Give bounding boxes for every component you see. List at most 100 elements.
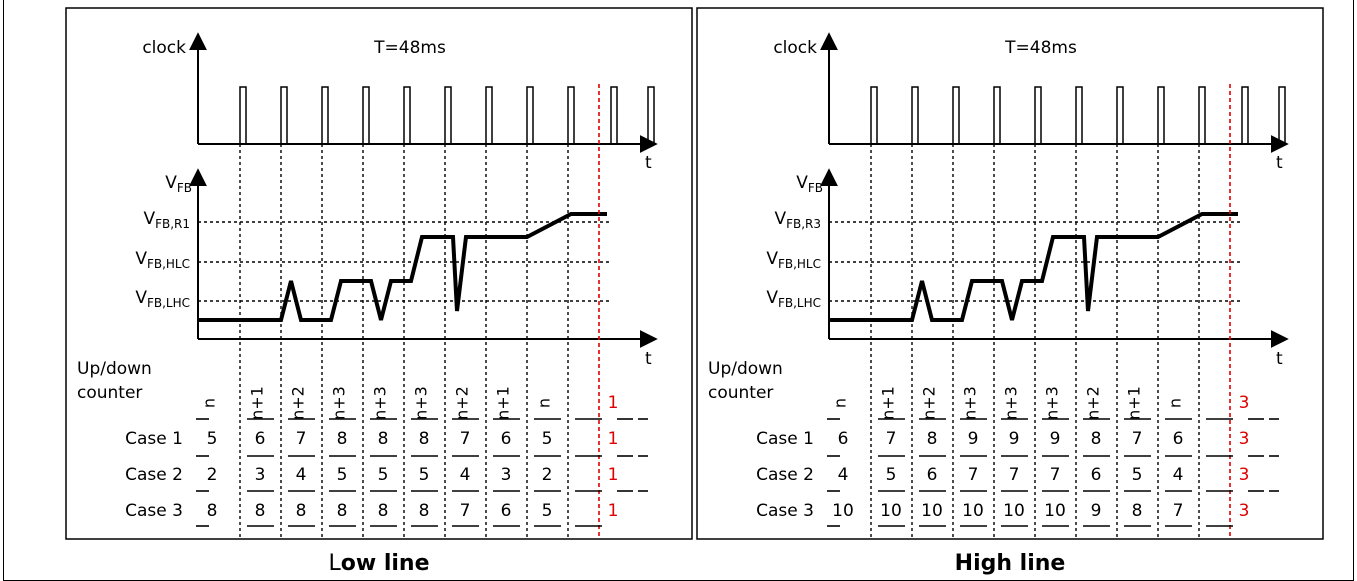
clock-pulse [280,86,288,144]
case-label: Case 3 [125,501,183,521]
t-label-vfb: t [645,349,652,369]
panel-caption: Low line [328,551,429,576]
case-final: 1 [608,465,619,485]
case-value: 8 [419,429,430,449]
clock-label: clock [773,38,817,58]
case-value: 3 [501,465,512,485]
case-value: 10 [921,501,943,521]
counter-final: 3 [1239,393,1250,413]
clock-pulse [1157,86,1165,144]
case-value: 4 [1173,465,1184,485]
counter-value: n+2 [453,386,472,420]
case-value: 8 [296,501,307,521]
case-final: 1 [608,429,619,449]
case-value: 5 [207,429,218,449]
clock-pulse [239,86,247,144]
case-value: 5 [378,465,389,485]
case-value: 4 [838,465,849,485]
case-value: 7 [1050,465,1061,485]
case-value: 10 [1003,501,1025,521]
case-label: Case 1 [756,429,814,449]
case-value: 10 [880,501,902,521]
case-value: 6 [838,429,849,449]
case-value: 7 [460,429,471,449]
case-value: 10 [1044,501,1066,521]
clock-pulse [1075,86,1083,144]
panel-box [696,7,1324,540]
vfb-level-label: VFB,R3 [774,209,821,231]
clock-pulse [1198,86,1206,144]
case-final: 3 [1239,465,1250,485]
case-value: 7 [1132,429,1143,449]
panel-caption: High line [955,551,1066,576]
case-value: 6 [1091,465,1102,485]
case-label: Case 2 [125,465,183,485]
counter-value: n [200,398,219,408]
vfb-waveform [198,212,607,322]
case-value: 7 [1173,501,1184,521]
case-value: 6 [927,465,938,485]
case-value: 7 [1009,465,1020,485]
case-final: 1 [608,501,619,521]
clock-pulse [485,86,493,144]
counter-label-1: Up/down [708,359,783,379]
case-value: 9 [1091,501,1102,521]
t-label-clock: t [1276,153,1283,173]
clock-pulse [1034,86,1042,144]
case-value: 4 [460,465,471,485]
case-value: 10 [962,501,984,521]
case-value: 7 [296,429,307,449]
case-final: 3 [1239,429,1250,449]
case-value: 7 [886,429,897,449]
clock-pulse [952,86,960,144]
counter-final: 1 [608,393,619,413]
clock-pulse [567,86,575,144]
counter-value: n+1 [494,386,513,420]
clock-label: clock [142,38,186,58]
case-value: 5 [542,501,553,521]
case-value: 6 [501,501,512,521]
period-label: T=48ms [1004,38,1077,58]
counter-value: n+2 [920,386,939,420]
counter-value: n+2 [1084,386,1103,420]
clock-pulse [911,86,919,144]
panel-high-line: clock T=48ms t VFB t VFB,R3 VFB,HLC VFB,LHC Up/d… [696,7,1324,576]
clock-pulse [870,86,878,144]
case-value: 6 [1173,429,1184,449]
case-value: 9 [1009,429,1020,449]
counter-value: n+3 [1043,386,1062,420]
counter-value: n+3 [412,386,431,420]
counter-value: n+1 [1125,386,1144,420]
counter-value: n+2 [289,386,308,420]
case-value: 5 [542,429,553,449]
case-final: 3 [1239,501,1250,521]
clock-pulse [1241,86,1249,144]
clock-pulse [362,86,370,144]
panel-box [65,7,693,540]
counter-value: n+1 [879,386,898,420]
vfb-level-label: VFB,LHC [766,288,821,310]
case-value: 8 [378,501,389,521]
case-value: 4 [296,465,307,485]
panel-low-line: clock T=48ms t VFB t VFB,R1 VFB,HLC VFB,LHC Up/d… [65,7,693,576]
case-value: 8 [255,501,266,521]
vfb-level-label: VFB,HLC [766,249,821,271]
counter-value: n+3 [961,386,980,420]
case-value: 8 [207,501,218,521]
case-value: 9 [1050,429,1061,449]
case-value: 5 [886,465,897,485]
vfb-axis-label: VFB [796,173,823,195]
case-value: 8 [1091,429,1102,449]
counter-label-2: counter [77,383,142,403]
case-value: 8 [419,501,430,521]
case-value: 5 [337,465,348,485]
counter-value: n+3 [330,386,349,420]
vfb-axis-label: VFB [165,173,192,195]
vfb-level-label: VFB,HLC [135,249,190,271]
clock-pulse [610,86,618,144]
t-label-clock: t [645,153,652,173]
case-value: 6 [501,429,512,449]
case-value: 5 [419,465,430,485]
case-value: 5 [1132,465,1143,485]
